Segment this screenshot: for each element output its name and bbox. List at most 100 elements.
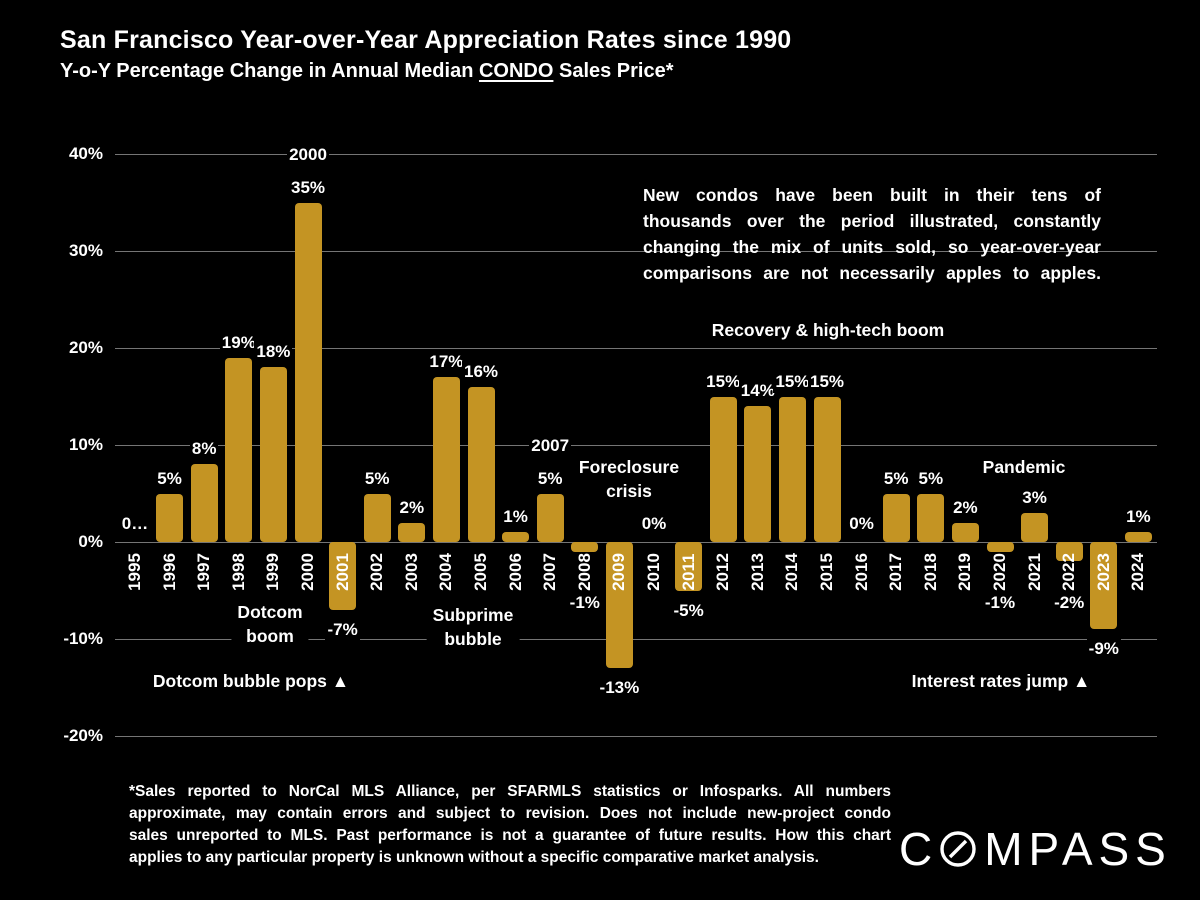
x-axis-label-2006: 2006	[505, 553, 525, 591]
value-label-text: -2%	[1052, 592, 1087, 614]
x-axis-label-1996: 1996	[159, 553, 179, 591]
annotation-foreclosure-crisis: Foreclosure crisis	[572, 453, 686, 505]
x-axis-label-1998: 1998	[228, 553, 248, 591]
note-line-3: changing the mix of units sold, so year-…	[643, 237, 1101, 257]
x-axis-label-2012: 2012	[713, 553, 733, 591]
value-label-1995: 0…	[90, 513, 180, 535]
value-label-text: 19%	[219, 331, 258, 354]
x-axis-label-2013: 2013	[747, 553, 767, 591]
value-label-text: 1%	[501, 506, 530, 529]
x-axis-label-1995: 1995	[125, 553, 144, 591]
value-label-text: -7%	[325, 618, 360, 641]
bar-2022	[1055, 542, 1083, 562]
annotation-dotcom-bubble-pops: Dotcom bubble pops ▲	[146, 667, 356, 695]
x-axis-label-2000: 2000	[298, 553, 317, 591]
page-subtitle: Y-o-Y Percentage Change in Annual Median…	[60, 60, 674, 83]
footnote-line-4: applies to any particular property is un…	[129, 849, 819, 866]
value-label-2000: 35%	[263, 176, 353, 199]
value-label-2009: -13%	[574, 677, 664, 700]
footnote-line-1: *Sales reported to NorCal MLS Alliance, …	[129, 783, 891, 800]
value-label-2001: -7%	[298, 618, 388, 641]
y-axis-label-30%: 30%	[68, 241, 103, 260]
y-axis-label-10%: 10%	[68, 435, 103, 454]
value-label-2023: -9%	[1059, 638, 1149, 661]
gridline-40%	[115, 154, 1157, 155]
bar-2018	[917, 493, 945, 542]
x-axis-label-1999: 1999	[263, 553, 283, 591]
value-label-2022: -2%	[1024, 592, 1114, 614]
x-axis-label-2017: 2017	[886, 553, 906, 591]
value-label-2020: -1%	[955, 592, 1045, 614]
gridline-0%	[115, 542, 1157, 543]
bar-2021	[1021, 512, 1049, 542]
gridline-30%	[115, 251, 1157, 252]
value-label-text: 16%	[461, 360, 501, 383]
bar-2008	[571, 542, 599, 552]
value-label-text: 8%	[189, 438, 219, 461]
value-label-2002: 5%	[332, 467, 422, 490]
bar-1997	[190, 464, 218, 542]
value-label-2008: -1%	[540, 592, 630, 614]
footnote-paragraph: *Sales reported to NorCal MLS Alliance, …	[129, 781, 891, 869]
gridline--20%	[115, 736, 1157, 737]
bar-2003	[398, 522, 426, 542]
bar-2001	[329, 542, 357, 610]
value-label-text: 15%	[773, 370, 812, 393]
value-label-2011: -5%	[644, 599, 734, 622]
value-label-2024: 1%	[1093, 506, 1183, 529]
value-label-text: 2%	[397, 496, 427, 519]
bar-2020	[986, 542, 1014, 552]
x-axis-label-2022: 2022	[1059, 553, 1079, 591]
x-axis-label-1997: 1997	[194, 553, 214, 591]
value-label-2016: 0%	[817, 513, 907, 535]
note-paragraph: New condos have been built in their tens…	[643, 182, 1101, 286]
bar-2024	[1124, 532, 1152, 542]
value-label-1997: 8%	[159, 438, 249, 461]
x-axis-label-2001: 2001	[332, 553, 352, 591]
x-axis-label-2020: 2020	[990, 553, 1009, 591]
footnote-line-3: sales unreported to MLS. Past performanc…	[129, 827, 891, 844]
annotation-pandemic: Pandemic	[976, 453, 1072, 481]
x-axis-label-2016: 2016	[851, 553, 871, 591]
x-axis-label-2019: 2019	[955, 553, 975, 591]
value-label-text: -9%	[1086, 638, 1121, 661]
y-axis-label-40%: 40%	[68, 144, 103, 163]
bar-2019	[951, 522, 979, 542]
value-label-2014: 15%	[747, 370, 837, 393]
bar-1996	[156, 493, 184, 542]
x-axis-label-2023: 2023	[1093, 553, 1113, 591]
page-title: San Francisco Year-over-Year Appreciatio…	[60, 26, 792, 54]
value-label-2019: 2%	[920, 496, 1010, 519]
compass-o-icon	[940, 831, 976, 867]
note-line-4: comparisons are not necessarily apples t…	[643, 263, 1101, 283]
value-label-text: 15%	[807, 370, 847, 393]
bar-2011	[675, 542, 703, 591]
x-axis-label-2014: 2014	[782, 553, 802, 591]
value-label-text: 35%	[288, 176, 328, 199]
y-axis-label--20%: -20%	[63, 726, 103, 745]
peak-year-callout-2007: 2007	[505, 434, 595, 457]
value-label-text: 18%	[254, 341, 293, 364]
value-label-2013: 14%	[713, 380, 803, 403]
value-label-2007: 5%	[505, 467, 595, 490]
value-label-2015: 15%	[782, 370, 872, 393]
x-axis-label-2005: 2005	[471, 553, 490, 591]
annotation-dotcom-boom: Dotcom boom	[231, 598, 309, 650]
gridline--10%	[115, 639, 1157, 640]
value-label-2017: 5%	[851, 467, 941, 490]
x-axis-label-2021: 2021	[1024, 553, 1044, 591]
x-axis-label-2007: 2007	[540, 553, 560, 591]
x-axis-label-2009: 2009	[609, 553, 629, 591]
gridline-20%	[115, 348, 1157, 349]
x-axis-label-2003: 2003	[401, 553, 421, 591]
value-label-text: 15%	[704, 370, 743, 393]
value-label-text: -1%	[982, 592, 1018, 614]
annotation-recovery-high-tech-boom: Recovery & high-tech boom	[705, 316, 951, 344]
value-label-text: 5%	[155, 467, 184, 490]
x-axis-label-2024: 2024	[1128, 553, 1148, 591]
bar-2004	[432, 377, 460, 542]
bar-2023	[1090, 542, 1118, 630]
value-label-text: -5%	[671, 599, 706, 622]
value-label-text: 17%	[427, 351, 466, 374]
